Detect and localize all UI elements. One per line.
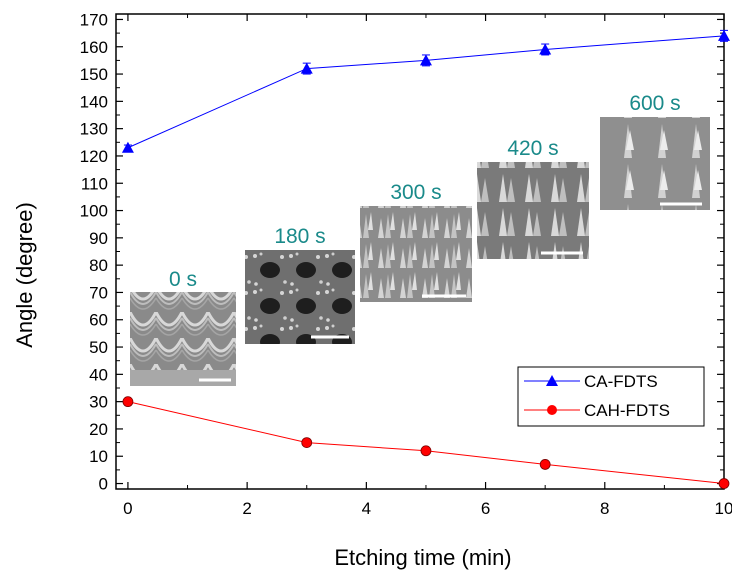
data-point-cah bbox=[420, 445, 432, 457]
sem-image-600s bbox=[600, 117, 710, 210]
y-tick-label: 170 bbox=[80, 10, 108, 29]
legend-box bbox=[517, 366, 705, 427]
y-tick-label: 160 bbox=[80, 38, 108, 57]
y-tick-label: 50 bbox=[89, 338, 108, 357]
y-tick-label: 20 bbox=[89, 420, 108, 439]
inset-0s: 0 s bbox=[130, 268, 236, 386]
sem-insets: 0 s 180 s 300 s 420 s 600 s bbox=[130, 92, 710, 386]
legend-label-cah: CAH-FDTS bbox=[584, 401, 670, 420]
inset-600s: 600 s bbox=[600, 92, 710, 210]
y-tick-label: 0 bbox=[99, 475, 108, 494]
inset-180s: 180 s bbox=[245, 225, 355, 344]
data-point-cah bbox=[301, 437, 313, 448]
y-tick-label: 150 bbox=[80, 65, 108, 84]
x-axis: 0 2 4 6 8 10 bbox=[123, 14, 732, 518]
inset-420s: 420 s bbox=[477, 137, 589, 259]
legend: CA-FDTS CAH-FDTS bbox=[517, 366, 705, 427]
y-axis: 0 10 20 30 40 50 60 70 80 90 100 110 120 130 140 150 160… bbox=[80, 10, 724, 494]
x-tick-label: 4 bbox=[362, 499, 371, 518]
data-point-ca bbox=[121, 141, 134, 153]
inset-label-300s: 300 s bbox=[390, 181, 441, 204]
inset-300s: 300 s bbox=[360, 181, 472, 302]
data-point-ca bbox=[300, 62, 313, 74]
inset-label-600s: 600 s bbox=[629, 92, 680, 115]
data-point-cah bbox=[718, 478, 730, 489]
inset-label-420s: 420 s bbox=[507, 137, 558, 160]
y-tick-label: 100 bbox=[80, 202, 108, 221]
sem-image-300s bbox=[360, 206, 472, 302]
legend-label-ca: CA-FDTS bbox=[584, 372, 658, 391]
x-axis-title: Etching time (min) bbox=[334, 545, 511, 570]
data-point-cah bbox=[539, 459, 551, 470]
data-point-ca bbox=[539, 43, 552, 55]
y-tick-label: 80 bbox=[89, 256, 108, 275]
data-point-cah bbox=[122, 396, 134, 408]
x-tick-label: 10 bbox=[715, 499, 732, 518]
y-tick-label: 90 bbox=[89, 229, 108, 248]
inset-label-180s: 180 s bbox=[274, 225, 325, 248]
series-layer bbox=[121, 29, 730, 489]
x-tick-label: 6 bbox=[481, 499, 490, 518]
y-tick-label: 70 bbox=[89, 283, 108, 302]
sem-image-180s bbox=[245, 250, 355, 344]
x-tick-label: 2 bbox=[242, 499, 251, 518]
y-tick-label: 40 bbox=[89, 365, 108, 384]
y-axis-title: Angle (degree) bbox=[12, 202, 37, 348]
y-tick-label: 120 bbox=[80, 147, 108, 166]
inset-label-0s: 0 s bbox=[169, 268, 197, 291]
y-tick-label: 60 bbox=[89, 311, 108, 330]
data-point-ca bbox=[718, 29, 730, 41]
data-point-ca bbox=[419, 54, 432, 66]
x-tick-label: 8 bbox=[600, 499, 609, 518]
y-tick-label: 110 bbox=[81, 174, 108, 193]
sem-image-420s bbox=[477, 162, 589, 259]
legend-marker-ca bbox=[546, 375, 558, 386]
y-tick-label: 30 bbox=[89, 393, 108, 412]
sem-image-0s-base bbox=[130, 370, 236, 386]
y-tick-label: 140 bbox=[80, 92, 108, 111]
y-tick-label: 10 bbox=[89, 447, 108, 466]
y-tick-label: 130 bbox=[80, 120, 108, 139]
x-tick-label: 0 bbox=[123, 499, 132, 518]
legend-marker-cah bbox=[547, 405, 557, 415]
